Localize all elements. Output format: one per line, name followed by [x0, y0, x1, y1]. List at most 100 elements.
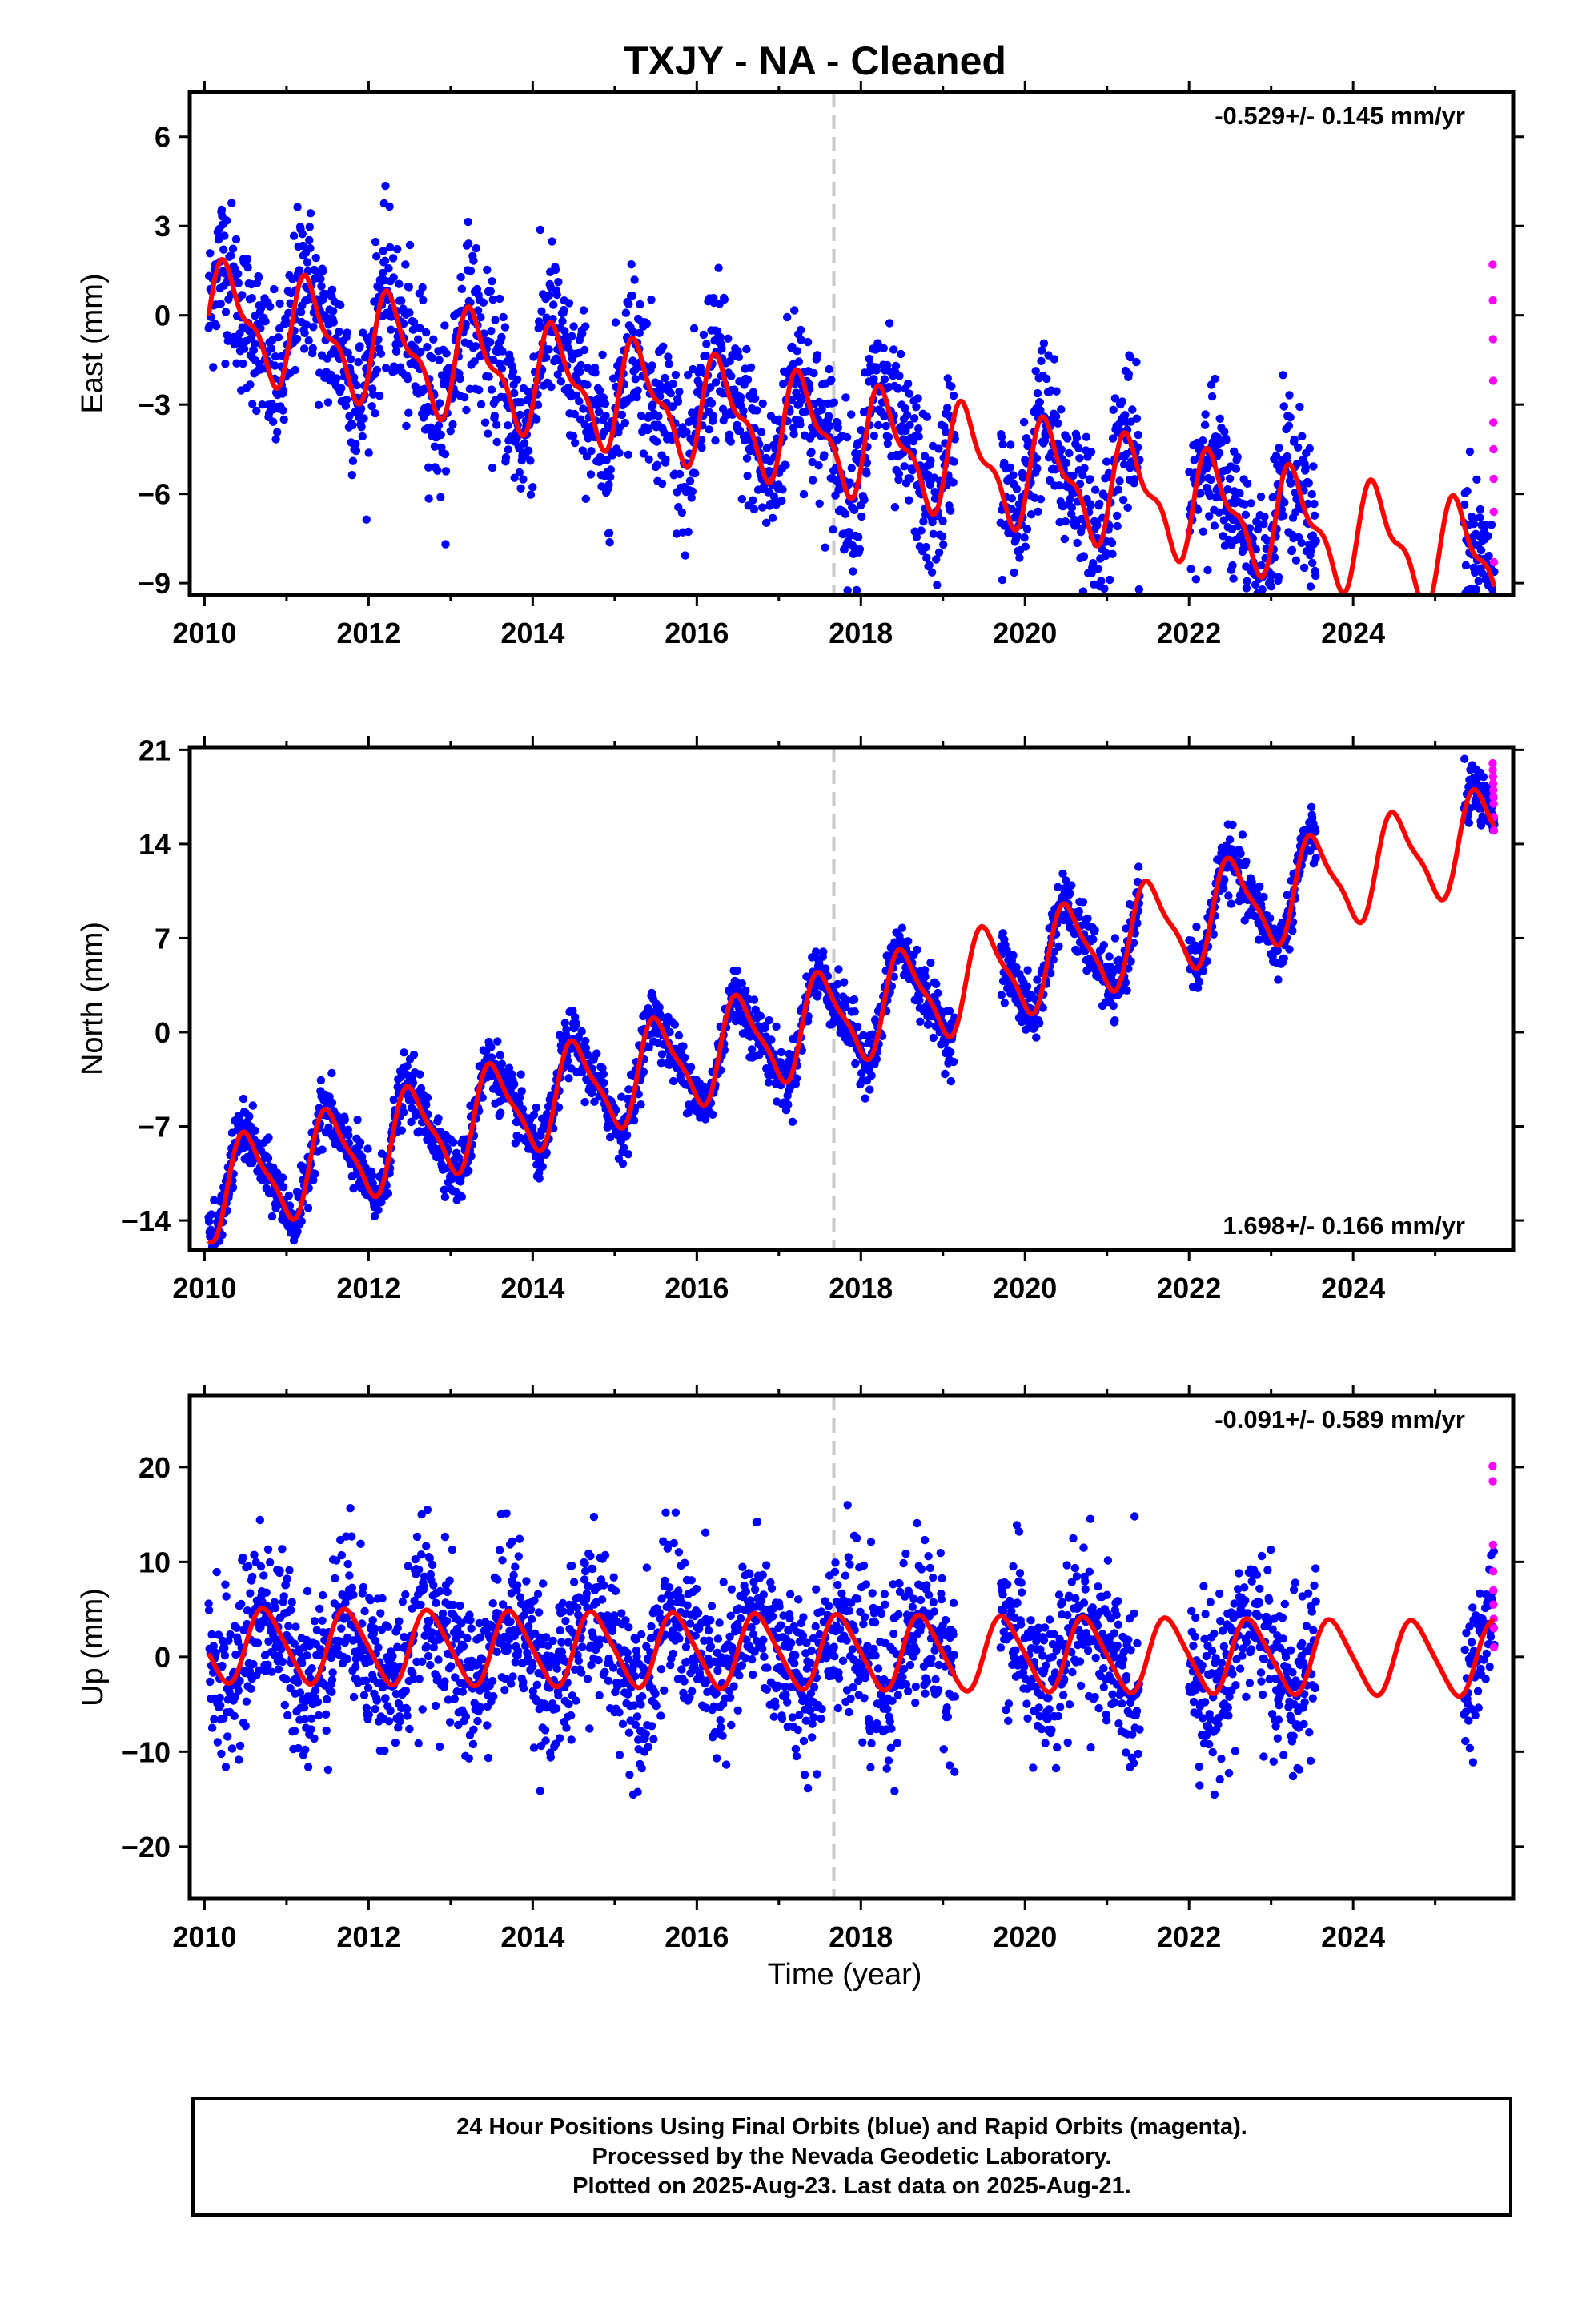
- data-point: [1311, 537, 1320, 545]
- data-point: [1078, 898, 1088, 907]
- data-point: [750, 394, 760, 403]
- data-point: [1243, 479, 1252, 488]
- data-point: [404, 408, 413, 417]
- data-point: [1310, 511, 1319, 520]
- data-point: [1483, 654, 1491, 662]
- data-point: [847, 464, 857, 472]
- data-point: [701, 351, 710, 360]
- data-point: [207, 1256, 215, 1265]
- data-point: [487, 327, 496, 336]
- data-point: [670, 1020, 679, 1029]
- data-point: [353, 1116, 362, 1124]
- data-point: [897, 349, 905, 359]
- data-point: [1134, 862, 1143, 871]
- data-point: [248, 1101, 257, 1110]
- data-point: [496, 1051, 504, 1059]
- data-point: [1083, 914, 1092, 923]
- data-point: [348, 420, 357, 430]
- data-point: [278, 1545, 287, 1554]
- data-point: [408, 1078, 418, 1088]
- data-point: [491, 316, 500, 324]
- data-point: [743, 375, 753, 384]
- y-tick-label: −14: [122, 1204, 171, 1237]
- rapid-point: [1488, 335, 1498, 344]
- data-point: [497, 1059, 507, 1068]
- data-point: [949, 391, 958, 400]
- data-point: [865, 1085, 874, 1094]
- data-point: [581, 322, 590, 331]
- data-point: [1126, 957, 1135, 966]
- data-point: [762, 444, 771, 452]
- data-point: [413, 335, 423, 344]
- data-point: [657, 1012, 666, 1022]
- data-point: [1299, 563, 1309, 573]
- data-point: [922, 412, 932, 421]
- data-point: [275, 1566, 284, 1575]
- x-tick-label: 2018: [829, 617, 893, 649]
- data-point: [1297, 538, 1306, 547]
- data-point: [742, 454, 752, 463]
- x-tick-label: 2016: [665, 1272, 729, 1305]
- data-point: [682, 428, 691, 436]
- data-point: [1472, 597, 1480, 605]
- data-point: [1251, 669, 1259, 677]
- data-point: [223, 1732, 232, 1741]
- data-point: [841, 1003, 850, 1011]
- data-point: [716, 332, 725, 342]
- data-point: [215, 1693, 224, 1703]
- data-point: [932, 979, 941, 989]
- data-point: [639, 1068, 648, 1076]
- data-point: [1082, 432, 1091, 441]
- data-point: [648, 361, 656, 370]
- data-point: [464, 239, 473, 248]
- data-point: [1307, 802, 1316, 811]
- data-point: [829, 398, 839, 407]
- data-point: [813, 990, 822, 999]
- data-point: [1097, 577, 1106, 585]
- data-point: [669, 380, 677, 388]
- data-point: [1032, 454, 1042, 463]
- data-point: [327, 1098, 337, 1108]
- data-point: [894, 469, 904, 478]
- data-point: [581, 494, 590, 503]
- data-point: [524, 446, 533, 455]
- data-point: [737, 494, 746, 504]
- data-point: [1266, 914, 1275, 923]
- y-axis-label: North (mm): [76, 922, 110, 1076]
- data-point: [1054, 942, 1063, 951]
- data-point: [515, 1093, 524, 1103]
- data-point: [227, 199, 236, 207]
- data-point: [285, 1566, 294, 1575]
- data-point: [316, 275, 325, 283]
- x-tick-label: 2018: [829, 1272, 893, 1305]
- data-point: [1268, 493, 1277, 502]
- data-point: [686, 1063, 696, 1072]
- data-point: [934, 548, 944, 557]
- data-point: [943, 404, 952, 412]
- data-point: [393, 245, 402, 254]
- data-point: [681, 551, 689, 560]
- data-point: [1124, 369, 1134, 379]
- data-point: [659, 342, 668, 351]
- data-point: [902, 410, 912, 420]
- data-point: [840, 978, 849, 987]
- data-point: [1307, 546, 1315, 556]
- final-orbit-points: [204, 181, 1499, 677]
- data-point: [767, 1035, 776, 1044]
- data-point: [1033, 388, 1042, 398]
- data-point: [842, 995, 851, 1005]
- data-point: [488, 277, 496, 286]
- data-point: [942, 428, 950, 437]
- data-point: [926, 456, 935, 465]
- data-point: [568, 1007, 577, 1015]
- y-tick-label: 6: [155, 121, 171, 154]
- data-point: [583, 380, 592, 389]
- x-tick-label: 2016: [665, 617, 729, 649]
- data-point: [375, 392, 384, 400]
- data-point: [1128, 405, 1137, 414]
- data-point: [855, 545, 865, 553]
- data-point: [860, 495, 869, 505]
- data-point: [542, 353, 551, 362]
- data-point: [1463, 487, 1472, 496]
- data-point: [206, 1677, 215, 1687]
